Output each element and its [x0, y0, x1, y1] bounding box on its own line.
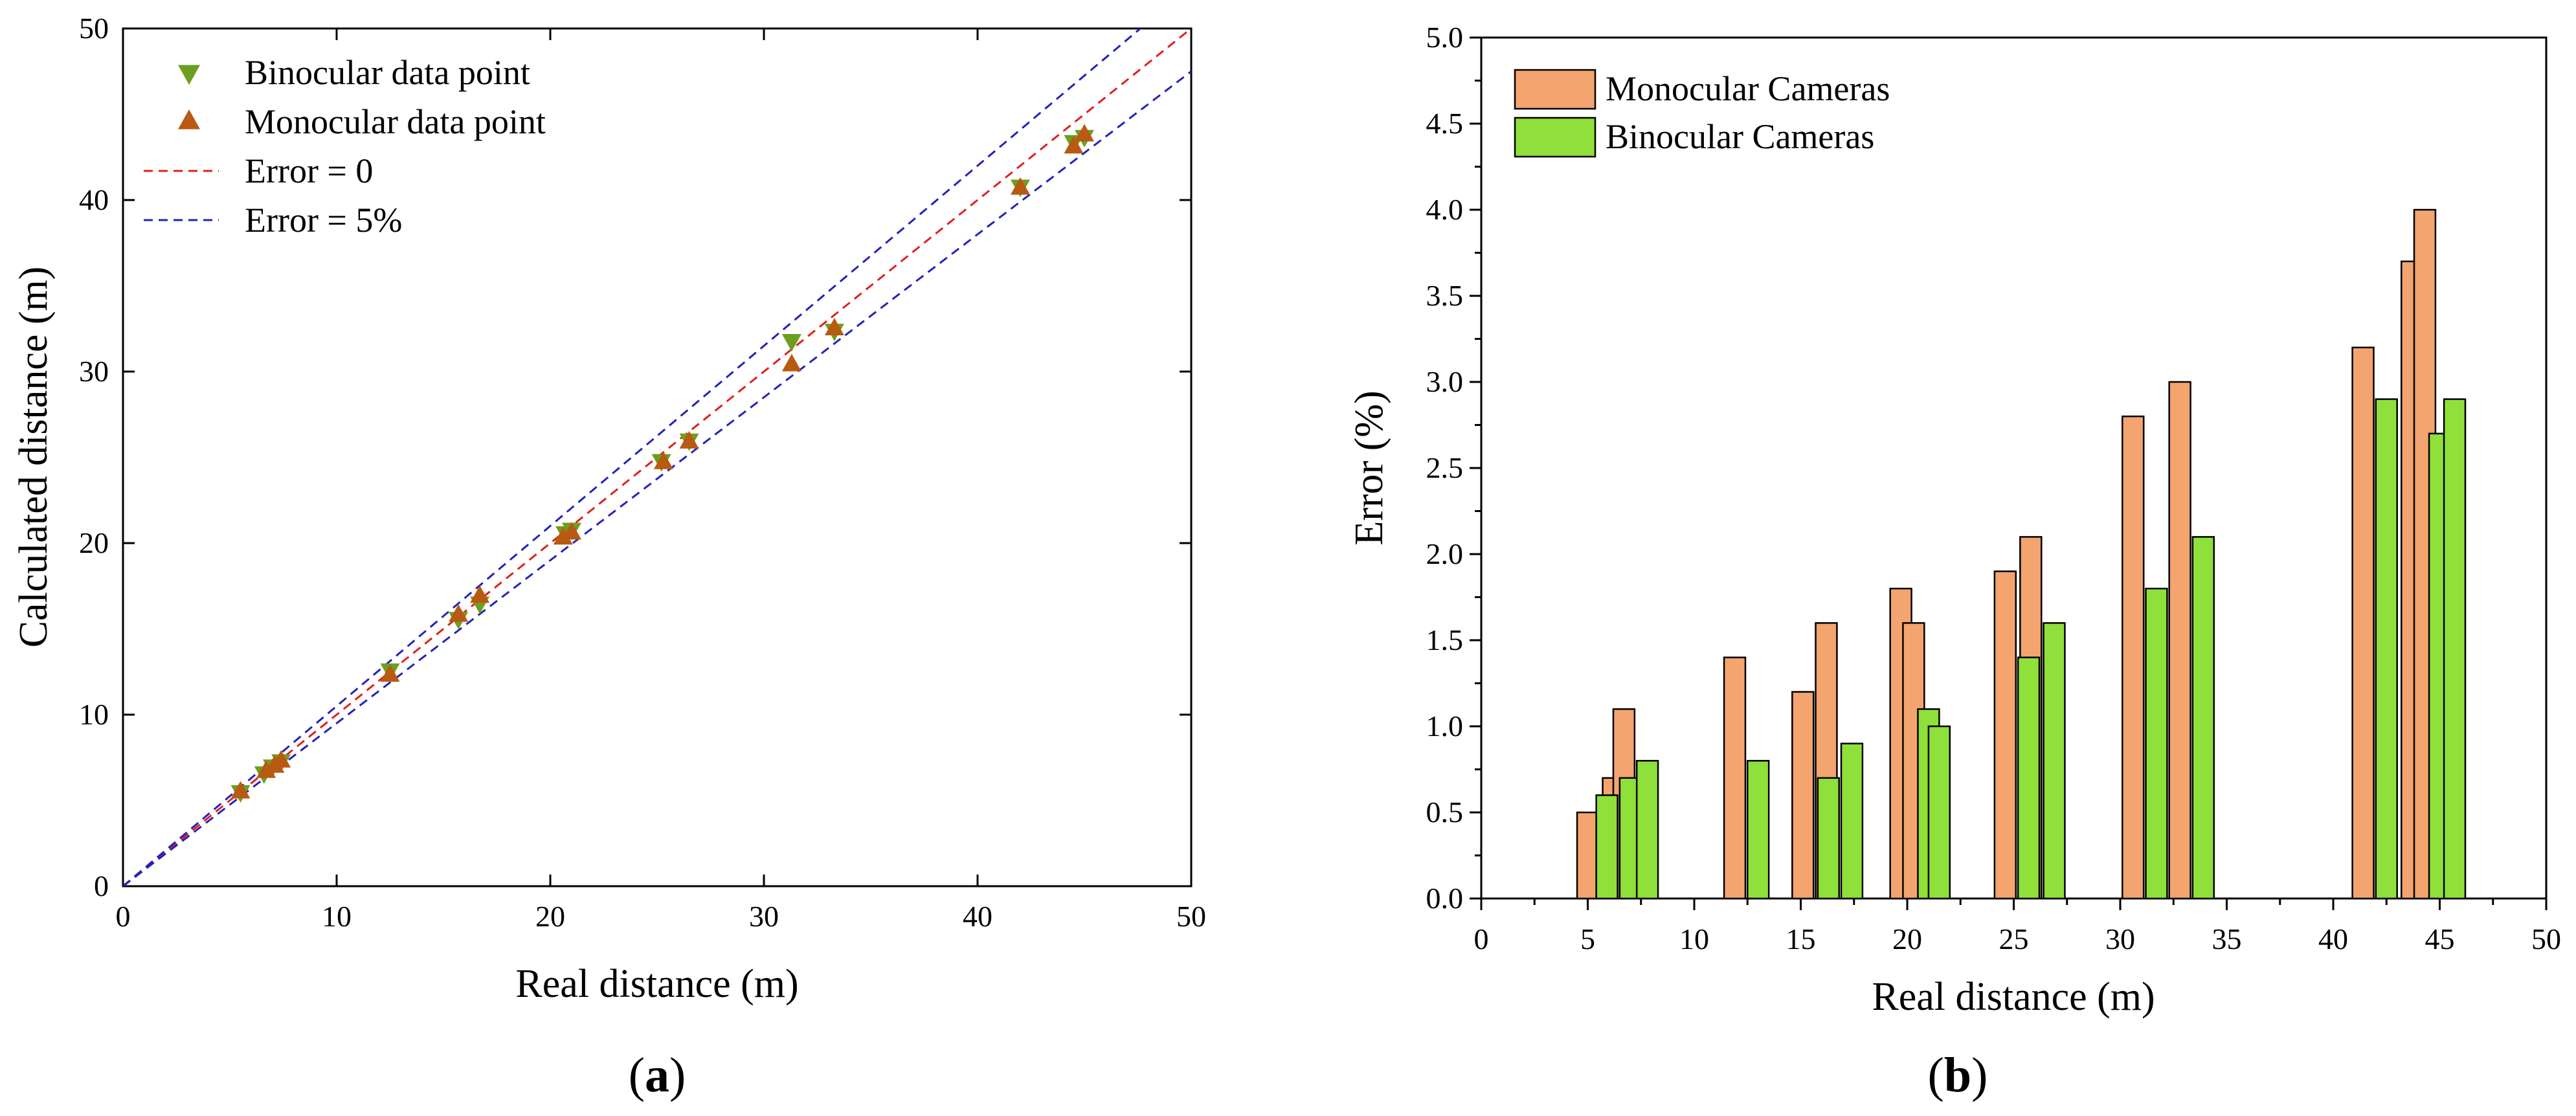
panel-b-y-axis-label: Error (%): [1347, 390, 1391, 545]
panel-a-legend: Binocular data point Monocular data point…: [144, 53, 546, 240]
x-tick-label: 25: [1999, 922, 2029, 955]
binocular-bar: [2443, 398, 2467, 900]
panel-a-scatter-chart: 0 10 20 30 40 50 0 10 20 30 40 50 Binocular data po…: [12, 12, 1206, 1102]
y-tick-label: 0.5: [1426, 796, 1464, 829]
monocular-data-point: [449, 604, 469, 622]
monocular-data-point: [553, 527, 573, 545]
binocular-bar: [2043, 622, 2066, 900]
monocular-data-point: [271, 750, 291, 768]
panel-b-axis-ticks: 0 5 10 15 20 25 30 35 40 45 50 0.0 0.5 1.0 1.5 2.0 2.5 3.…: [1426, 21, 2562, 955]
panel-b-bar-chart: 0 5 10 15 20 25 30 35 40 45 50 0.0 0.5 1.0 1.5 2.0 2.5 3.…: [1347, 21, 2561, 1102]
x-tick-label: 10: [1679, 922, 1709, 955]
x-tick-label: 30: [749, 900, 779, 933]
binocular-bar: [1747, 759, 1770, 900]
y-tick-label: 40: [79, 183, 109, 216]
binocular-bar: [1635, 759, 1659, 900]
x-tick-label: 35: [2212, 922, 2242, 955]
x-tick-label: 50: [2531, 922, 2561, 955]
binocular-bar: [1817, 777, 1840, 900]
y-tick-label: 1.5: [1426, 623, 1464, 656]
legend-label: Binocular Cameras: [1606, 117, 1874, 156]
binocular-data-point: [781, 334, 801, 352]
panel-b-legend: Monocular Cameras Binocular Cameras: [1514, 69, 1890, 158]
monocular-bar: [2351, 346, 2375, 900]
monocular-data-point: [1075, 124, 1094, 142]
reference-line-1: [123, 28, 1142, 886]
binocular-bar: [2017, 656, 2041, 900]
binocular-bar: [2191, 536, 2215, 900]
panel-a-data-points: [230, 124, 1094, 803]
reference-line-2: [123, 71, 1191, 886]
binocular-bar: [2145, 587, 2168, 900]
monocular-data-point: [230, 781, 251, 799]
y-tick-label: 0.0: [1426, 882, 1464, 915]
legend-label: Monocular Cameras: [1606, 69, 1890, 108]
monocular-data-point: [1011, 177, 1030, 195]
y-tick-label: 0: [94, 869, 109, 902]
panel-b-caption: (b): [1928, 1048, 1988, 1102]
monocular-bar: [1791, 691, 1815, 900]
monocular-bar: [1723, 656, 1747, 900]
monocular-data-point: [562, 522, 581, 540]
y-tick-label: 3.0: [1426, 365, 1464, 398]
x-tick-label: 0: [1474, 922, 1489, 955]
monocular-bar: [1993, 570, 2017, 900]
y-tick-label: 2.5: [1426, 451, 1464, 484]
y-tick-label: 10: [79, 698, 109, 731]
monocular-data-point: [380, 664, 400, 682]
panel-b-bars: [1576, 208, 2467, 900]
y-tick-label: 2.0: [1426, 537, 1464, 570]
monocular-data-point: [470, 585, 490, 603]
x-tick-label: 20: [535, 900, 565, 933]
monocular-data-point: [256, 760, 276, 778]
binocular-bar: [1840, 742, 1864, 900]
y-tick-label: 30: [79, 355, 109, 388]
binocular-bar: [1595, 794, 1618, 900]
binocular-bar: [2375, 398, 2398, 900]
panel-a-y-axis-label: Calculated distance (m): [12, 267, 56, 648]
monocular-data-point: [679, 430, 699, 449]
panel-a-x-axis-label: Real distance (m): [515, 962, 798, 1006]
legend-label: Binocular data point: [245, 53, 530, 92]
y-tick-label: 4.0: [1426, 193, 1464, 226]
panel-b-x-axis-label: Real distance (m): [1872, 975, 2155, 1019]
x-tick-label: 0: [116, 900, 131, 933]
legend-swatch: [1514, 117, 1596, 158]
binocular-bar: [1927, 725, 1951, 900]
y-tick-label: 3.5: [1426, 279, 1464, 312]
legend-label: Error = 0: [245, 151, 373, 190]
panel-a-caption: (a): [629, 1048, 686, 1102]
monocular-data-point: [653, 451, 673, 469]
monocular-bar: [2168, 381, 2191, 900]
y-tick-label: 50: [79, 12, 109, 45]
x-tick-label: 15: [1786, 922, 1816, 955]
x-tick-label: 30: [2105, 922, 2135, 955]
legend-label: Monocular data point: [245, 102, 546, 141]
monocular-bar: [1576, 811, 1600, 900]
monocular-bar: [2122, 415, 2145, 900]
panel-a-axis-ticks: 0 10 20 30 40 50 0 10 20 30 40 50: [79, 12, 1206, 933]
legend-swatch: [1514, 69, 1596, 110]
x-tick-label: 10: [322, 900, 352, 933]
x-tick-label: 40: [963, 900, 992, 933]
legend-marker-swatch: [178, 65, 200, 85]
y-tick-label: 4.5: [1426, 107, 1464, 140]
monocular-data-point: [824, 318, 844, 336]
x-tick-label: 5: [1580, 922, 1595, 955]
x-tick-label: 45: [2425, 922, 2455, 955]
x-tick-label: 40: [2318, 922, 2348, 955]
y-tick-label: 5.0: [1426, 21, 1464, 54]
legend-marker-swatch: [178, 109, 200, 129]
monocular-data-point: [781, 353, 801, 372]
x-tick-label: 50: [1176, 900, 1206, 933]
y-tick-label: 20: [79, 526, 109, 559]
y-tick-label: 1.0: [1426, 709, 1464, 742]
monocular-data-point: [1064, 136, 1084, 154]
legend-label: Error = 5%: [245, 201, 402, 240]
x-tick-label: 20: [1892, 922, 1922, 955]
